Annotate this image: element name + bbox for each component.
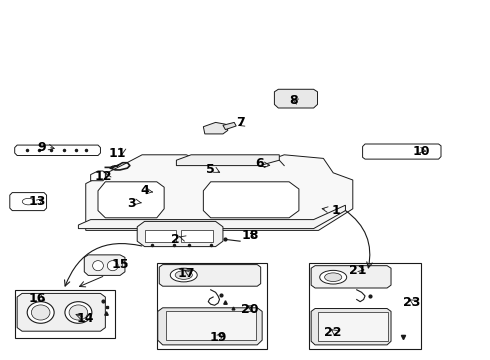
Text: 5: 5: [206, 163, 215, 176]
Text: 11: 11: [109, 147, 126, 159]
Ellipse shape: [107, 261, 118, 271]
Text: 15: 15: [111, 258, 129, 271]
Polygon shape: [17, 293, 105, 331]
Polygon shape: [84, 255, 125, 275]
Polygon shape: [311, 266, 391, 288]
Polygon shape: [158, 308, 262, 345]
Text: 18: 18: [241, 229, 259, 242]
Bar: [181, 230, 213, 242]
Text: 21: 21: [349, 264, 367, 276]
Ellipse shape: [325, 273, 342, 282]
Ellipse shape: [93, 261, 103, 271]
Ellipse shape: [171, 268, 197, 282]
Polygon shape: [311, 309, 391, 345]
Text: 14: 14: [77, 312, 95, 325]
Polygon shape: [78, 205, 345, 229]
Text: 2: 2: [171, 233, 180, 246]
Polygon shape: [223, 122, 236, 130]
Ellipse shape: [23, 198, 34, 205]
Text: 3: 3: [127, 197, 136, 210]
Bar: [309, 263, 421, 349]
Ellipse shape: [27, 302, 54, 323]
Polygon shape: [98, 182, 164, 218]
Ellipse shape: [319, 270, 347, 284]
Text: 8: 8: [290, 94, 298, 107]
Polygon shape: [15, 145, 100, 156]
Text: 17: 17: [177, 267, 195, 280]
Text: 6: 6: [255, 157, 264, 170]
Text: 13: 13: [28, 195, 46, 208]
Text: 12: 12: [94, 170, 112, 183]
Text: 20: 20: [241, 303, 259, 316]
Polygon shape: [274, 89, 318, 108]
Polygon shape: [10, 193, 47, 211]
Polygon shape: [203, 182, 299, 218]
Polygon shape: [91, 171, 105, 181]
Text: 9: 9: [37, 141, 46, 154]
Polygon shape: [203, 122, 228, 134]
Text: 7: 7: [236, 116, 245, 129]
Ellipse shape: [31, 305, 50, 320]
Bar: [157, 263, 267, 349]
Text: 1: 1: [331, 204, 340, 217]
Text: 22: 22: [324, 327, 342, 339]
Polygon shape: [86, 155, 353, 230]
Text: 10: 10: [413, 145, 430, 158]
Bar: [166, 311, 256, 340]
Text: 16: 16: [28, 292, 46, 305]
Text: 19: 19: [209, 331, 227, 344]
Ellipse shape: [65, 302, 92, 323]
Polygon shape: [137, 221, 223, 247]
Bar: [145, 230, 176, 242]
Bar: [15, 290, 115, 338]
Polygon shape: [363, 144, 441, 159]
Polygon shape: [159, 265, 261, 286]
Ellipse shape: [175, 271, 192, 279]
Bar: [318, 312, 388, 341]
Ellipse shape: [69, 305, 88, 320]
Polygon shape: [176, 155, 279, 166]
Text: 4: 4: [140, 184, 149, 197]
Text: 23: 23: [403, 296, 420, 309]
